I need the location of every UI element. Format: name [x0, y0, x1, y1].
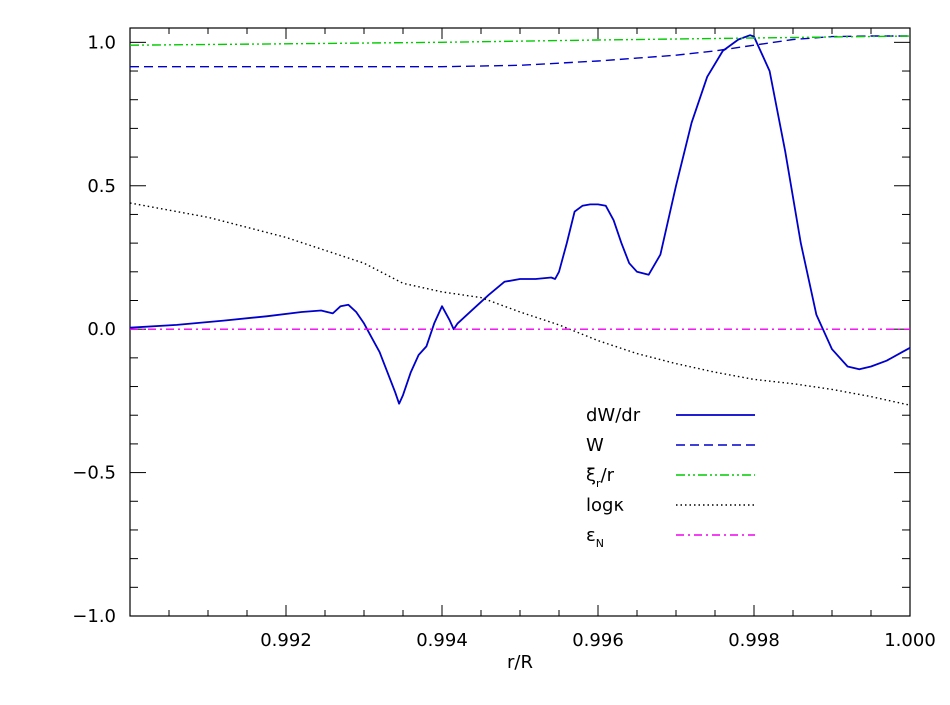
- series-line: [129, 35, 911, 46]
- y-tick-label: 0.0: [87, 319, 116, 340]
- x-tick-label: 0.994: [416, 630, 468, 651]
- legend-label: ξr/r: [586, 465, 615, 490]
- x-tick-label: 0.992: [260, 630, 312, 651]
- plot-frame: [129, 27, 911, 617]
- axis-ticks: [129, 28, 911, 617]
- y-tick-label: −0.5: [72, 463, 116, 484]
- legend-label: dW/dr: [586, 405, 641, 426]
- x-tick-label: 0.998: [728, 630, 780, 651]
- y-tick-label: 1.0: [87, 32, 116, 53]
- plot-area-border: [129, 27, 911, 617]
- series-line: [129, 34, 911, 405]
- series-line: [130, 35, 910, 68]
- legend-label: εN: [586, 525, 604, 550]
- x-tick-label: 1.000: [884, 630, 936, 651]
- series-layer: [129, 34, 911, 406]
- y-tick-label: −1.0: [72, 606, 116, 627]
- legend-label: logκ: [586, 495, 624, 516]
- series-line: [129, 202, 911, 406]
- legend-label: W: [586, 435, 604, 456]
- y-tick-label: 0.5: [87, 176, 116, 197]
- x-tick-label: 0.996: [572, 630, 624, 651]
- tick-labels: 0.992 0.994 0.996 0.998 1.000 −1.0 −0.5 0.0 0.5 1…: [72, 32, 935, 651]
- x-axis-label: r/R: [507, 652, 533, 673]
- legend: dW/dr Wξr/r logκ εN: [586, 405, 755, 550]
